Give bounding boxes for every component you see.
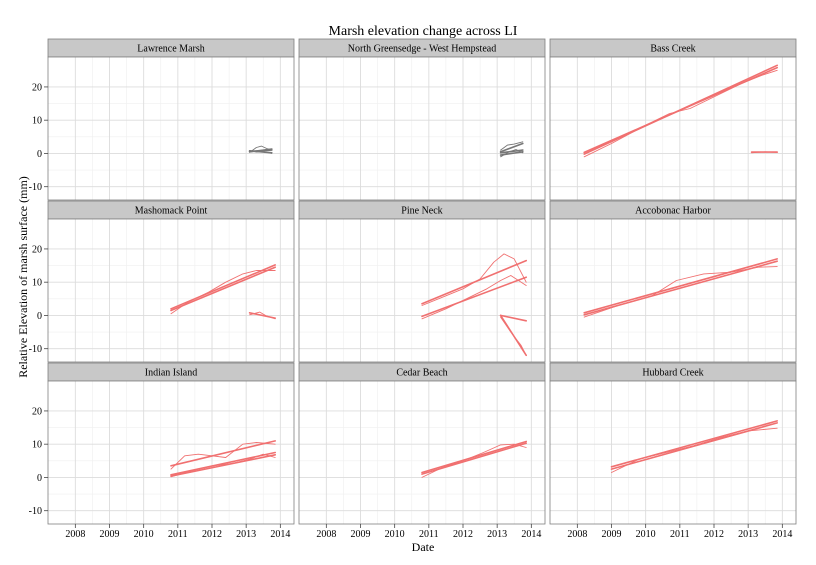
panel-border — [298, 56, 546, 201]
series-line — [249, 145, 273, 153]
x-tick-label: 2012 — [704, 529, 724, 540]
facet-panel: Bass Creek — [549, 38, 797, 201]
facet-panel: Hubbard Creek 2008 2009 2010 2011 2012 2013 201… — [549, 362, 797, 540]
facet-panel: Indian Island -10 0 10 20 2008 2009 2010 2011 201… — [29, 362, 295, 540]
facet-strip-label: Cedar Beach — [396, 368, 447, 379]
series-line — [249, 149, 273, 154]
facet-panel: Mashomack Point -10 0 10 20 — [29, 200, 295, 363]
facet-panel: Pine Neck — [298, 200, 546, 363]
panel-border — [549, 218, 797, 363]
y-tick-label: 10 — [32, 440, 42, 451]
series-line — [170, 440, 277, 467]
facet-panel: Accobonac Harbor — [549, 200, 797, 363]
y-tick-label: 20 — [32, 244, 42, 255]
x-tick-label: 2014 — [521, 529, 541, 540]
x-tick-label: 2010 — [134, 529, 154, 540]
plot-area — [299, 57, 545, 200]
x-tick-label: 2014 — [772, 529, 792, 540]
series-line — [583, 69, 778, 158]
x-tick-label: 2009 — [351, 529, 371, 540]
series-line — [421, 440, 528, 474]
y-tick-label: -10 — [29, 506, 42, 517]
x-tick-label: 2008 — [65, 529, 85, 540]
facet-panels: Lawrence Marsh -10 0 10 20 North Greensedge -… — [29, 38, 797, 540]
x-axis-label: Date — [412, 540, 435, 554]
series-line — [499, 314, 528, 322]
series-line — [170, 453, 277, 477]
facet-strip-label: Indian Island — [145, 368, 198, 379]
facet-panel: North Greensedge - West Hempstead — [298, 38, 546, 201]
series-line — [583, 266, 778, 318]
x-tick-label: 2008 — [567, 529, 587, 540]
x-tick-label: 2010 — [636, 529, 656, 540]
panel-border — [549, 380, 797, 525]
facet-strip-label: North Greensedge - West Hempstead — [348, 44, 496, 55]
facet-strip-label: Bass Creek — [650, 44, 695, 55]
series-line — [170, 442, 276, 470]
facet-strip-label: Mashomack Point — [135, 206, 208, 217]
x-tick-label: 2012 — [453, 529, 473, 540]
panel-border — [47, 218, 295, 363]
series-line — [421, 276, 528, 318]
plot-area — [550, 57, 796, 200]
y-tick-label: -10 — [29, 182, 42, 193]
y-tick-label: 20 — [32, 406, 42, 417]
y-tick-label: 0 — [37, 473, 42, 484]
series-line — [611, 427, 778, 473]
plot-area — [48, 219, 294, 362]
series-line — [421, 253, 527, 306]
series-line — [421, 275, 527, 320]
panel-border — [549, 56, 797, 201]
y-tick-label: 0 — [37, 311, 42, 322]
x-tick-label: 2011 — [419, 529, 439, 540]
plot-area — [299, 381, 545, 524]
x-tick-label: 2010 — [385, 529, 405, 540]
x-tick-label: 2013 — [487, 529, 507, 540]
series-line — [170, 266, 277, 312]
y-tick-label: 10 — [32, 278, 42, 289]
y-tick-label: 0 — [37, 149, 42, 160]
facet-strip-label: Lawrence Marsh — [137, 44, 204, 55]
y-tick-label: 20 — [32, 82, 42, 93]
x-tick-label: 2009 — [602, 529, 622, 540]
x-tick-label: 2013 — [236, 529, 256, 540]
facet-panel: Cedar Beach 2008 2009 2010 2011 2012 2013 2014 — [298, 362, 546, 540]
x-tick-label: 2011 — [168, 529, 188, 540]
plot-area — [48, 381, 294, 524]
series-line — [500, 149, 524, 158]
series-line — [751, 151, 778, 154]
x-tick-label: 2013 — [738, 529, 758, 540]
panel-border — [47, 56, 295, 201]
y-axis-label: Relative Elevation of marsh surface (mm) — [16, 176, 30, 378]
panel-border — [298, 380, 546, 525]
x-tick-label: 2011 — [670, 529, 690, 540]
plot-area — [299, 219, 545, 362]
x-tick-label: 2012 — [202, 529, 222, 540]
facet-strip-label: Hubbard Creek — [642, 368, 703, 379]
series-line — [421, 443, 527, 478]
y-tick-label: 10 — [32, 116, 42, 127]
x-tick-label: 2008 — [316, 529, 336, 540]
y-tick-label: -10 — [29, 344, 42, 355]
plot-area — [48, 57, 294, 200]
series-line — [500, 316, 527, 356]
facet-panel: Lawrence Marsh -10 0 10 20 — [29, 38, 295, 201]
series-line — [170, 453, 276, 478]
panel-border — [47, 380, 295, 525]
series-line — [249, 311, 276, 320]
x-tick-label: 2009 — [100, 529, 120, 540]
panel-border — [298, 218, 546, 363]
facet-strip-label: Pine Neck — [401, 206, 442, 217]
series-line — [499, 142, 524, 153]
x-tick-label: 2014 — [270, 529, 290, 540]
facet-strip-label: Accobonac Harbor — [635, 206, 711, 217]
series-line — [170, 270, 276, 315]
chart-title: Marsh elevation change across LI — [329, 24, 518, 39]
series-line — [500, 141, 524, 151]
series-line — [583, 258, 779, 314]
